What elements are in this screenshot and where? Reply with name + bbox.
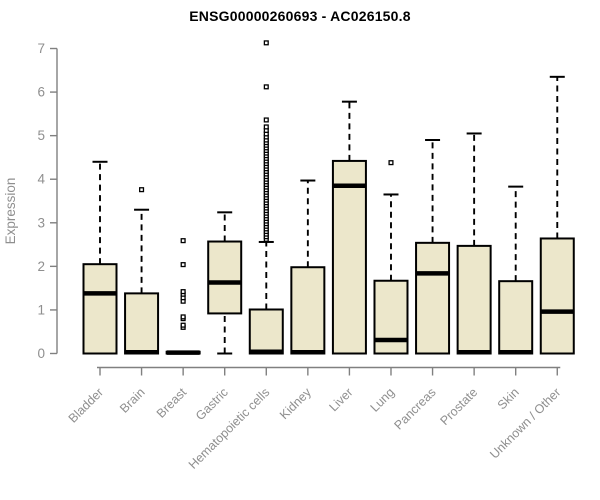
outlier-point	[180, 238, 186, 244]
chart-title: ENSG00000260693 - AC026150.8	[189, 8, 411, 24]
outlier-point	[388, 160, 394, 166]
y-tick-label: 5	[37, 128, 45, 143]
y-tick-label: 3	[37, 215, 45, 230]
box-group-pancreas	[415, 139, 451, 355]
x-tick-label: Gastric	[193, 385, 231, 423]
outlier-point	[263, 124, 269, 130]
iqr-box	[415, 241, 451, 355]
box-group-hematopoietic-cells	[248, 40, 284, 355]
y-tick-label: 2	[37, 259, 45, 274]
box-group-skin	[498, 185, 534, 355]
box-group-liver	[331, 100, 367, 355]
iqr-box	[331, 159, 367, 355]
x-tick-label: Hematopoietic cells	[186, 385, 273, 472]
iqr-box	[373, 279, 409, 355]
y-tick-label: 0	[37, 346, 45, 361]
y-tick-label: 6	[37, 85, 45, 100]
x-tick-label: Pancreas	[391, 385, 438, 432]
box-group-breast	[165, 238, 201, 355]
y-tick-label: 4	[37, 172, 45, 187]
x-tick-label: Skin	[495, 385, 522, 412]
outlier-point	[180, 262, 186, 268]
box-group-unknown-other	[539, 75, 575, 355]
iqr-box	[207, 240, 243, 315]
outlier-point	[139, 187, 145, 193]
outlier-point	[180, 322, 186, 328]
y-tick-label: 1	[37, 302, 45, 317]
x-tick-label: Lung	[368, 385, 398, 415]
outlier-point	[263, 84, 269, 90]
box-group-gastric	[207, 211, 243, 355]
iqr-box	[539, 237, 575, 355]
box-group-kidney	[290, 179, 326, 355]
x-tick-label: Liver	[326, 385, 355, 414]
outlier-point	[263, 40, 269, 46]
box-group-lung	[373, 160, 409, 355]
x-tick-label: Prostate	[437, 385, 480, 428]
outlier-point	[263, 117, 269, 123]
y-axis-title: Expression	[3, 178, 18, 245]
x-tick-label: Brain	[117, 385, 148, 416]
x-tick-label: Kidney	[277, 385, 314, 422]
y-tick-label: 7	[37, 41, 45, 56]
x-tick-label: Bladder	[66, 385, 106, 425]
iqr-box	[248, 308, 284, 355]
x-tick-label: Unknown / Other	[487, 385, 563, 461]
iqr-box	[498, 280, 534, 355]
box-group-prostate	[456, 132, 492, 355]
x-tick-label: Breast	[154, 385, 190, 421]
outlier-point	[180, 289, 186, 295]
iqr-box	[456, 244, 492, 355]
box-group-brain	[124, 187, 160, 355]
box-group-bladder	[82, 160, 118, 355]
iqr-box	[82, 263, 118, 355]
outlier-point	[180, 314, 186, 320]
iqr-box	[290, 266, 326, 355]
iqr-box	[124, 292, 160, 355]
